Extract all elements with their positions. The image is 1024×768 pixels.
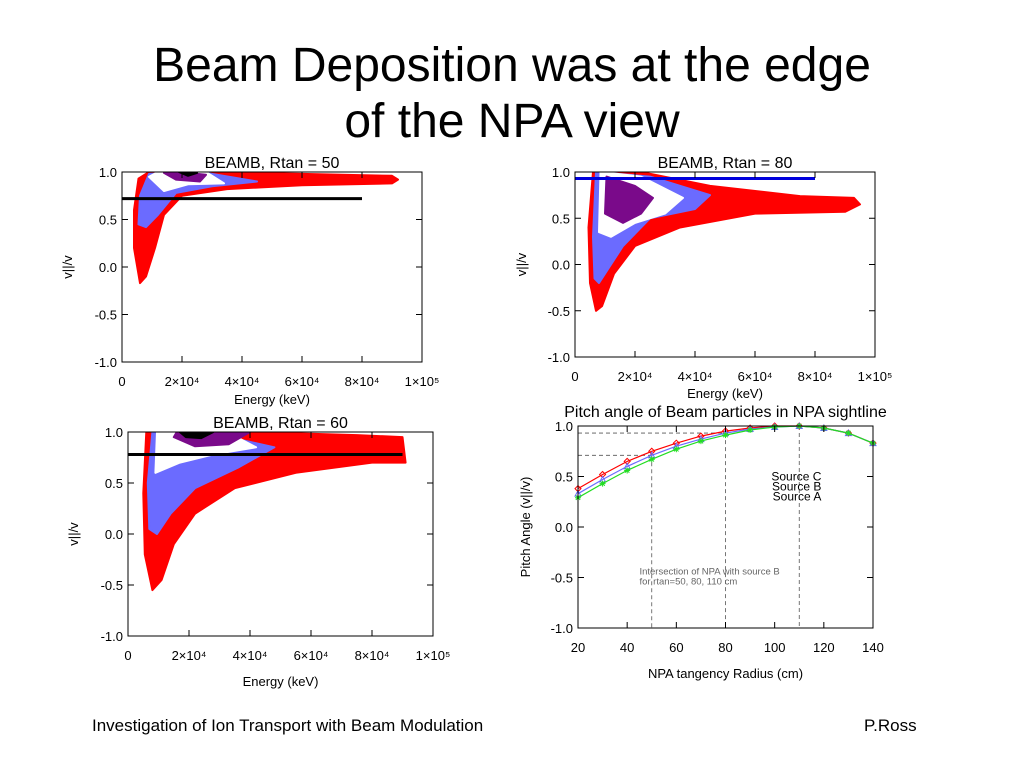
y-tick-label: 0.5 (99, 213, 117, 228)
contour-group (142, 432, 407, 592)
x-tick-label: 6×10⁴ (294, 648, 329, 663)
x-tick-label: 0 (571, 369, 578, 384)
y-axis-label: v||/v (60, 255, 75, 279)
y-tick-label: 0.0 (99, 260, 117, 275)
x-tick-label: 8×10⁴ (345, 374, 380, 389)
y-tick-label: 1.0 (99, 165, 117, 180)
x-tick-label: 120 (813, 640, 835, 655)
x-tick-label: 60 (669, 640, 683, 655)
data-point (599, 480, 606, 487)
footer-left: Investigation of Ion Transport with Beam… (92, 716, 484, 735)
x-tick-label: 1×10⁵ (858, 369, 893, 384)
y-axis-label: Pitch Angle (v||/v) (518, 477, 533, 578)
x-tick-label: 6×10⁴ (285, 374, 320, 389)
x-tick-label: 2×10⁴ (618, 369, 653, 384)
y-tick-label: -0.5 (548, 304, 570, 319)
y-tick-label: -0.5 (101, 578, 123, 593)
chart-panel-3: BEAMB, Rtan = 60 1.0 0.5 0.0 -0.5 -1.00 2×10⁴ 4… (66, 415, 450, 689)
y-tick-label: -1.0 (551, 621, 573, 636)
x-tick-label: 4×10⁴ (225, 374, 260, 389)
annotation-line: for rtan=50, 80, 110 cm (639, 577, 737, 588)
y-tick-label: 0.5 (552, 211, 570, 226)
x-axis-label: Energy (keV) (687, 386, 763, 401)
data-point (845, 430, 852, 437)
contour-purple (604, 175, 654, 224)
x-tick-label: 20 (571, 640, 585, 655)
legend-entry: Source C (771, 470, 821, 484)
chart-panel-4: Pitch angle of Beam particles in NPA sig… (518, 404, 887, 681)
y-tick-label: 0.0 (552, 258, 570, 273)
data-point (624, 467, 631, 474)
data-point (648, 456, 655, 463)
legend-entry: Source B (772, 480, 821, 494)
x-tick-label: 4×10⁴ (233, 648, 268, 663)
contour-group (133, 172, 399, 285)
footer-right: P.Ross (864, 716, 917, 735)
data-point (673, 446, 680, 453)
x-tick-label: 0 (118, 374, 125, 389)
x-tick-label: 1×10⁵ (416, 648, 451, 663)
x-tick-label: 8×10⁴ (798, 369, 833, 384)
y-tick-label: -1.0 (95, 355, 117, 370)
data-point (747, 427, 754, 434)
x-axis-label: Energy (keV) (234, 392, 310, 407)
x-axis-label: NPA tangency Radius (cm) (648, 666, 803, 681)
x-tick-label: 2×10⁴ (172, 648, 207, 663)
contour-group (587, 172, 861, 312)
slide-title-line-2: of the NPA view (344, 95, 680, 148)
y-tick-label: 1.0 (552, 165, 570, 180)
data-point (648, 447, 656, 455)
chart-panel-2: BEAMB, Rtan = 80 1.0 0.5 0.0 -0.5 -1.00 2×10⁴ 4… (514, 155, 892, 401)
y-tick-label: -1.0 (101, 629, 123, 644)
y-tick-label: 0.0 (555, 520, 573, 535)
data-point (697, 438, 704, 445)
y-axis-label: v||/v (66, 522, 81, 546)
slide-title: Beam Deposition was at the edge of the N… (0, 38, 1024, 150)
x-tick-label: 8×10⁴ (355, 648, 390, 663)
chart-title: BEAMB, Rtan = 60 (213, 415, 348, 432)
x-tick-label: 40 (620, 640, 634, 655)
chart-title: Pitch angle of Beam particles in NPA sig… (564, 404, 887, 421)
y-tick-label: 1.0 (555, 419, 573, 434)
chart-panel-1: BEAMB, Rtan = 50 1.0 0.5 0.0 -0.5 -1.00 2×10⁴ 4… (60, 155, 439, 407)
y-tick-label: 0.5 (105, 476, 123, 491)
x-axis-label: Energy (keV) (243, 674, 319, 689)
data-point (722, 432, 729, 439)
annotation-line: Intersection of NPA with source B (639, 566, 779, 577)
x-tick-label: 2×10⁴ (165, 374, 200, 389)
legend-entry: Source A (773, 490, 822, 504)
y-tick-label: 0.0 (105, 527, 123, 542)
x-tick-label: 140 (862, 640, 884, 655)
chart-title: BEAMB, Rtan = 80 (658, 155, 793, 172)
slide-title-line-1: Beam Deposition was at the edge (153, 39, 871, 92)
x-tick-label: 6×10⁴ (738, 369, 773, 384)
x-tick-label: 4×10⁴ (678, 369, 713, 384)
x-tick-label: 0 (124, 648, 131, 663)
y-tick-label: -0.5 (551, 571, 573, 586)
y-tick-label: 1.0 (105, 425, 123, 440)
x-tick-label: 80 (718, 640, 732, 655)
contour-black (178, 432, 215, 440)
y-tick-label: -0.5 (95, 308, 117, 323)
chart-title: BEAMB, Rtan = 50 (205, 155, 340, 172)
y-tick-label: -1.0 (548, 350, 570, 365)
y-axis-label: v||/v (514, 252, 529, 276)
x-tick-label: 100 (764, 640, 786, 655)
x-tick-label: 1×10⁵ (405, 374, 440, 389)
y-tick-label: 0.5 (555, 470, 573, 485)
